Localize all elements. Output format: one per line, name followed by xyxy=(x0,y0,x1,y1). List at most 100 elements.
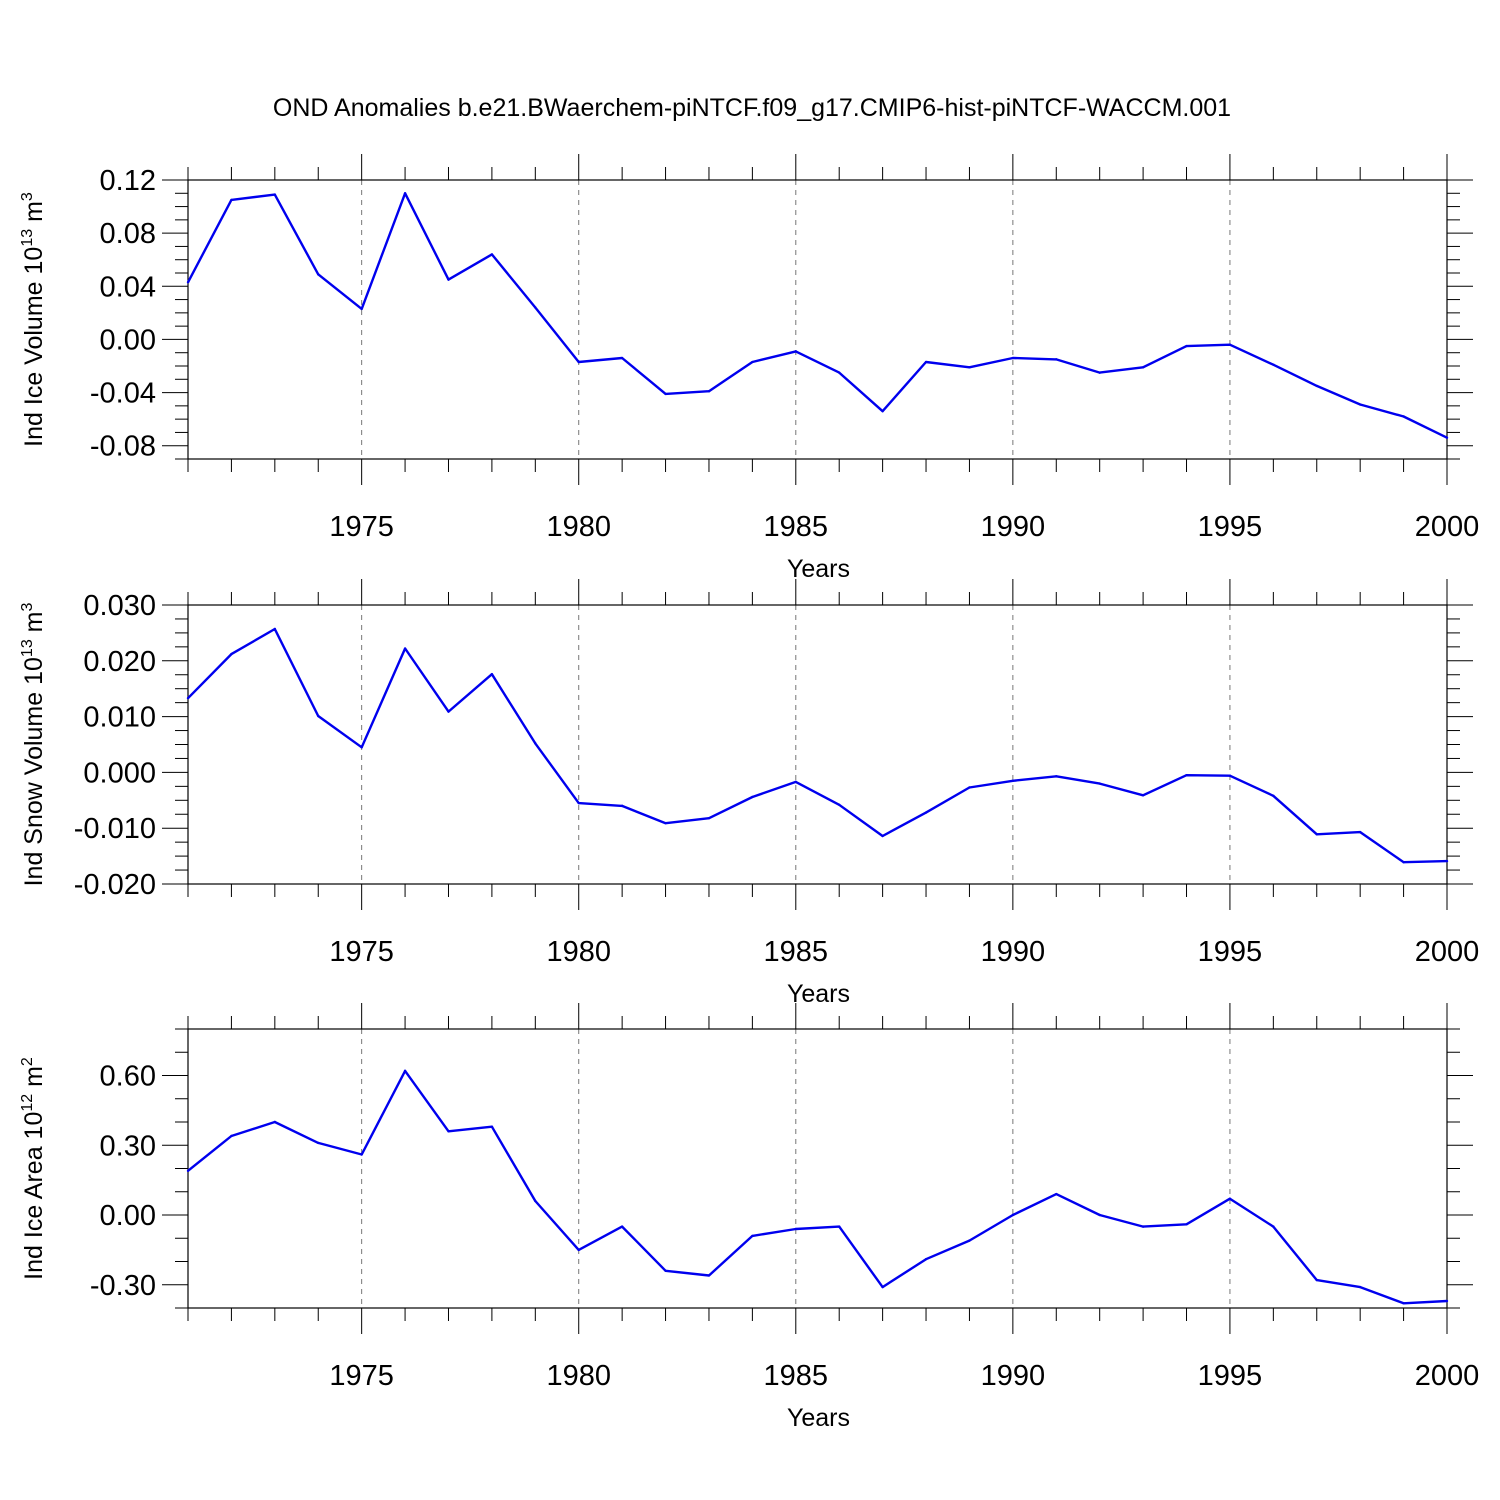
data-point-1974 xyxy=(317,273,320,276)
x-tick-label: 2000 xyxy=(1415,936,1480,968)
y-tick-label: 0.030 xyxy=(83,590,156,622)
data-point-1980 xyxy=(577,801,580,805)
panel-2: 0.030 0.020 0.010 0.000 -0.010 -0.020 1975 1980… xyxy=(19,579,1479,1008)
data-point-1982 xyxy=(664,392,667,396)
y-axis-label-superscript: 3 xyxy=(19,603,36,612)
data-point-1980 xyxy=(577,1248,580,1252)
y-axis-label: Ind Ice Volume 1013 m3 xyxy=(19,192,48,447)
data-point-1997 xyxy=(1315,833,1318,836)
data-point-1991 xyxy=(1055,775,1058,778)
data-point-1984 xyxy=(751,1234,754,1238)
x-tick-label: 1980 xyxy=(546,1360,611,1392)
data-point-1999 xyxy=(1402,1302,1405,1305)
data-point-1996 xyxy=(1272,794,1275,798)
series-line xyxy=(186,192,1448,439)
y-tick-label: 0.30 xyxy=(100,1130,156,1162)
y-axis-label-superscript: 13 xyxy=(19,639,36,657)
x-tick-label: 1990 xyxy=(981,936,1046,968)
data-point-1991 xyxy=(1055,1192,1058,1196)
data-point-1987 xyxy=(881,1285,884,1289)
data-point-1987 xyxy=(881,409,884,413)
x-tick-label: 1995 xyxy=(1198,936,1263,968)
y-axis-label-part: m xyxy=(20,612,48,640)
data-point-1990 xyxy=(1011,779,1015,782)
data-point-2000 xyxy=(1445,436,1449,439)
data-point-1989 xyxy=(968,1239,971,1242)
data-point-1972 xyxy=(230,652,233,656)
data-point-2000 xyxy=(1445,1299,1449,1303)
data-point-1987 xyxy=(881,834,884,838)
plot-frame xyxy=(187,604,1448,885)
y-tick-label: -0.08 xyxy=(90,431,156,463)
data-point-1982 xyxy=(664,821,667,825)
data-point-1985 xyxy=(794,1227,797,1231)
data-point-1990 xyxy=(1011,356,1015,360)
data-point-1992 xyxy=(1098,371,1101,374)
data-point-1997 xyxy=(1315,1278,1318,1282)
y-tick-label: 0.00 xyxy=(100,1200,156,1232)
data-point-1976 xyxy=(403,1069,407,1073)
data-point-1999 xyxy=(1402,861,1405,864)
data-point-1976 xyxy=(403,192,407,195)
data-point-1985 xyxy=(794,780,797,784)
data-point-1975 xyxy=(360,1153,363,1156)
data-point-1995 xyxy=(1228,343,1232,346)
data-point-1994 xyxy=(1185,1223,1188,1226)
y-axis-label-superscript: 3 xyxy=(19,192,36,201)
y-tick-label: 0.010 xyxy=(83,702,156,734)
data-point-1983 xyxy=(707,1274,711,1277)
data-point-1974 xyxy=(317,1141,320,1145)
data-point-1978 xyxy=(490,253,494,256)
data-point-1979 xyxy=(534,306,537,309)
data-point-1999 xyxy=(1402,415,1405,418)
data-point-1989 xyxy=(968,366,971,369)
data-point-1989 xyxy=(968,786,971,789)
data-point-1993 xyxy=(1141,1225,1145,1228)
x-tick-label: 1985 xyxy=(764,1360,829,1392)
data-point-1988 xyxy=(924,811,928,814)
data-point-1972 xyxy=(230,198,233,202)
data-point-1976 xyxy=(403,647,407,650)
data-point-1975 xyxy=(360,746,363,749)
chart-title: OND Anomalies b.e21.BWaerchem-piNTCF.f09… xyxy=(273,94,1231,122)
data-point-1992 xyxy=(1098,782,1101,785)
x-tick-label: 1990 xyxy=(981,1360,1046,1392)
x-tick-label: 2000 xyxy=(1415,1360,1480,1392)
data-point-1986 xyxy=(838,803,841,806)
y-axis-label-part: m xyxy=(20,201,48,229)
data-point-1985 xyxy=(794,350,797,353)
data-point-1988 xyxy=(924,1257,928,1261)
y-axis-label-superscript: 12 xyxy=(19,1094,36,1112)
data-point-1977 xyxy=(447,1130,450,1133)
data-point-1984 xyxy=(751,795,754,799)
y-tick-label: 0.04 xyxy=(100,271,156,303)
y-axis-label: Ind Ice Area 1012 m2 xyxy=(19,1057,48,1280)
data-point-1983 xyxy=(707,390,711,393)
x-tick-label: 1985 xyxy=(764,936,829,968)
data-point-1992 xyxy=(1098,1213,1101,1217)
data-point-1986 xyxy=(838,1225,841,1228)
y-axis-label-part: Ind Ice Volume 10 xyxy=(20,247,48,447)
data-point-1986 xyxy=(838,371,841,374)
data-point-1977 xyxy=(447,278,450,281)
x-tick-label: 1985 xyxy=(764,511,829,543)
y-tick-label: -0.04 xyxy=(90,378,156,410)
data-point-1997 xyxy=(1315,384,1318,388)
y-tick-label: 0.08 xyxy=(100,218,156,250)
data-point-1981 xyxy=(620,356,624,360)
series-line xyxy=(187,1069,1448,1305)
data-point-1974 xyxy=(317,714,320,718)
x-axis-label: Years xyxy=(787,555,850,583)
y-tick-label: -0.30 xyxy=(90,1270,156,1302)
x-tick-label: 2000 xyxy=(1415,511,1480,543)
y-axis-label: Ind Snow Volume 1013 m3 xyxy=(19,603,48,887)
data-point-1973 xyxy=(273,193,277,196)
data-point-1971 xyxy=(186,1169,190,1173)
data-point-1973 xyxy=(273,627,277,631)
data-point-1994 xyxy=(1185,344,1188,348)
data-point-1977 xyxy=(447,710,450,713)
y-tick-label: 0.12 xyxy=(100,165,156,197)
data-point-1984 xyxy=(751,360,754,364)
data-point-1995 xyxy=(1228,1197,1232,1200)
data-point-1990 xyxy=(1011,1213,1015,1217)
